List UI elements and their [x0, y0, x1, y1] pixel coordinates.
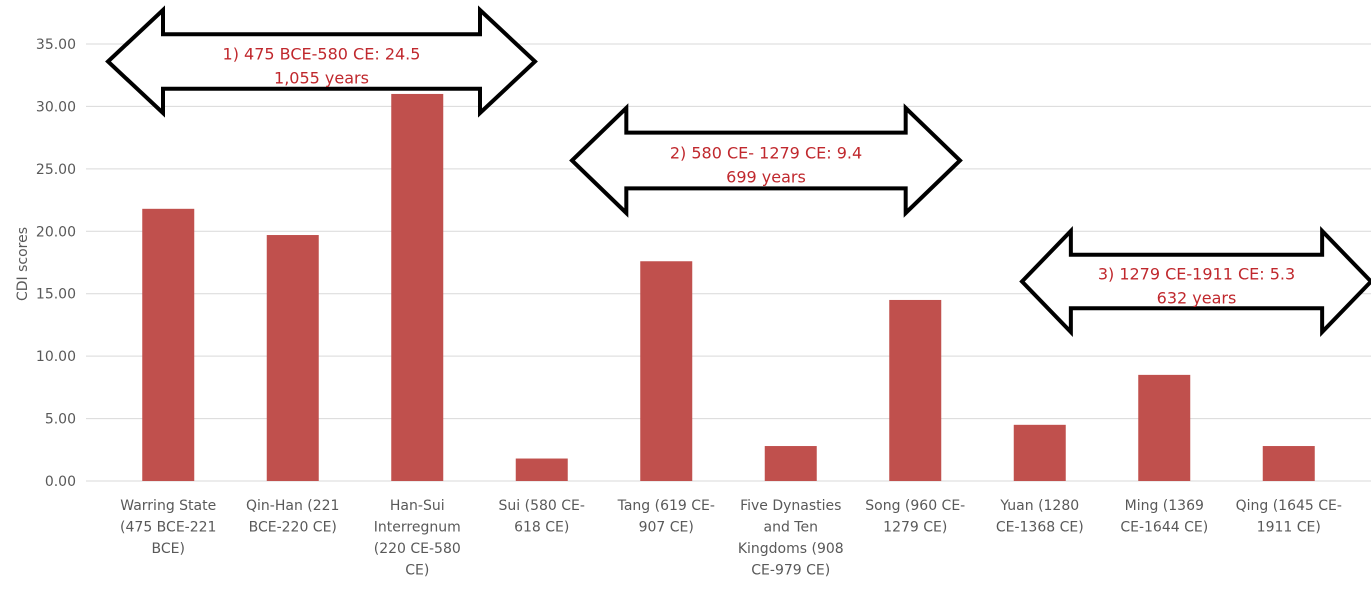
bar [1262, 446, 1315, 481]
y-tick-label: 35.00 [36, 37, 76, 53]
x-tick-label-line: Song (960 CE- [865, 498, 965, 514]
x-tick-label-line: CE-1644 CE) [1120, 520, 1208, 536]
x-tick-label-line: BCE) [152, 541, 185, 557]
annotation-duration: 1,055 years [274, 69, 369, 88]
period-arrow [1019, 226, 1371, 337]
x-tick-label-line: 618 CE) [514, 520, 569, 536]
bar [391, 93, 444, 481]
x-tick-label-line: CE) [405, 563, 429, 579]
bar [142, 208, 195, 481]
y-tick-labels: 0.00 5.00 10.00 15.00 20.00 25.00 30.00 35.00 [36, 37, 76, 490]
x-tick-label-line: Ming (1369 [1125, 498, 1204, 514]
annotation-period: 3) 1279 CE-1911 CE: 5.3 [1098, 265, 1295, 284]
x-tick-label-line: Qin-Han (221 [246, 498, 339, 514]
period-arrow [569, 103, 963, 218]
x-tick-label-line: Warring State [120, 498, 216, 514]
x-tick-label-line: 1279 CE) [883, 520, 947, 536]
x-tick-label-line: CE-979 CE) [751, 563, 830, 579]
x-tick-label: Tang (619 CE- 907 CE) [617, 498, 715, 536]
x-tick-label: Warring State (475 BCE-221 BCE) [120, 498, 216, 557]
x-tick-labels: Warring State (475 BCE-221 BCE) Qin-Han (22… [120, 498, 1342, 579]
bar [515, 458, 568, 481]
y-tick-label: 20.00 [36, 224, 76, 240]
x-tick-label: Qin-Han (221 BCE-220 CE) [246, 498, 339, 536]
y-axis-label: CDI scores [15, 227, 31, 301]
x-tick-label-line: 907 CE) [639, 520, 694, 536]
x-tick-label: Qing (1645 CE- 1911 CE) [1236, 498, 1342, 536]
y-tick-label: 5.00 [45, 412, 76, 428]
y-tick-label: 0.00 [45, 474, 76, 490]
x-tick-label-line: Five Dynasties [740, 498, 841, 514]
x-tick-label-line: Qing (1645 CE- [1236, 498, 1342, 514]
annotation-period: 1) 475 BCE-580 CE: 24.5 [223, 45, 421, 64]
x-tick-label: Han-Sui Interregnum (220 CE-580 CE) [374, 498, 461, 579]
x-tick-label-line: Sui (580 CE- [499, 498, 585, 514]
annotation-period: 2) 580 CE- 1279 CE: 9.4 [670, 144, 862, 163]
bar [266, 235, 319, 481]
x-tick-label: Song (960 CE- 1279 CE) [865, 498, 965, 536]
x-tick-label-line: (475 BCE-221 [120, 520, 216, 536]
x-tick-label-line: BCE-220 CE) [249, 520, 337, 536]
bar [764, 446, 817, 481]
x-tick-label-line: Han-Sui [390, 498, 445, 514]
x-tick-label-line: Yuan (1280 [999, 498, 1079, 514]
bars [142, 93, 1315, 481]
bar [889, 299, 942, 481]
x-tick-label-line: (220 CE-580 [374, 541, 461, 557]
x-tick-label-line: 1911 CE) [1257, 520, 1321, 536]
bar [1138, 374, 1191, 481]
x-tick-label-line: Interregnum [374, 520, 461, 536]
x-tick-label-line: Kingdoms (908 [738, 541, 844, 557]
y-tick-label: 10.00 [36, 349, 76, 365]
period-arrow [105, 5, 538, 118]
x-tick-label: Sui (580 CE- 618 CE) [499, 498, 585, 536]
y-tick-label: 25.00 [36, 162, 76, 178]
period-arrows: 1) 475 BCE-580 CE: 24.5 1,055 years 2) 580… [105, 5, 1371, 337]
annotation-duration: 699 years [726, 168, 806, 187]
x-tick-label: Yuan (1280 CE-1368 CE) [996, 498, 1084, 536]
bar [1013, 424, 1066, 481]
bar [640, 261, 693, 481]
x-tick-label-line: and Ten [764, 520, 818, 536]
annotation-duration: 632 years [1157, 289, 1237, 308]
x-tick-label-line: Tang (619 CE- [617, 498, 715, 514]
x-tick-label-line: CE-1368 CE) [996, 520, 1084, 536]
y-tick-label: 30.00 [36, 99, 76, 115]
x-tick-label: Ming (1369 CE-1644 CE) [1120, 498, 1208, 536]
x-tick-label: Five Dynasties and Ten Kingdoms (908 CE-979… [738, 498, 844, 579]
y-tick-label: 15.00 [36, 287, 76, 303]
